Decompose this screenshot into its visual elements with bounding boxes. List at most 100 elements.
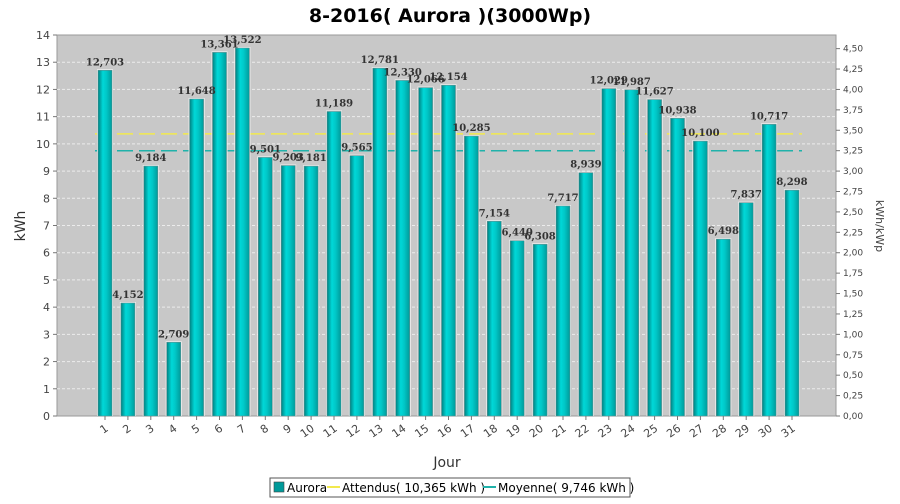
data-label: 11,987 (613, 77, 651, 88)
data-label: 7,837 (731, 190, 762, 201)
bar (166, 341, 181, 417)
y2-tick-label: 2,75 (843, 187, 863, 197)
x-tick-label: 27 (687, 422, 706, 441)
data-label: 12,781 (361, 55, 399, 66)
y2-tick-label: 4,00 (843, 85, 863, 95)
bar (395, 80, 411, 417)
data-label: 2,709 (158, 329, 189, 340)
y2-tick-label: 0,75 (843, 351, 863, 361)
data-label: 12,029 (590, 76, 628, 87)
bar (647, 99, 662, 417)
y2-tick-label: 4,50 (843, 45, 863, 55)
bar (257, 157, 273, 417)
x-tick-label: 5 (189, 422, 202, 437)
y-tick-label: 5 (43, 274, 50, 287)
bar (784, 189, 800, 417)
bar (235, 47, 250, 417)
bar (97, 69, 113, 417)
x-tick-label: 3 (143, 422, 156, 437)
bar (624, 89, 640, 417)
data-label: 10,285 (452, 123, 490, 134)
bar (280, 165, 296, 417)
bar (486, 221, 502, 417)
x-tick-label: 14 (389, 422, 408, 441)
y2-tick-label: 3,25 (843, 147, 863, 157)
y-tick-label: 13 (36, 56, 50, 69)
data-label: 9,184 (135, 153, 166, 164)
bar (120, 302, 136, 417)
x-tick-label: 31 (779, 422, 798, 441)
x-tick-label: 18 (481, 422, 500, 441)
x-tick-label: 20 (527, 422, 546, 441)
y2-tick-label: 1,00 (843, 330, 863, 340)
data-label: 11,627 (635, 87, 673, 98)
y-tick-label: 2 (43, 356, 50, 369)
x-tick-label: 28 (710, 422, 729, 441)
y2-tick-label: 3,00 (843, 167, 863, 177)
y-tick-label: 4 (43, 301, 50, 314)
data-label: 10,938 (658, 105, 696, 116)
bar (464, 135, 479, 417)
y-tick-label: 9 (43, 165, 50, 178)
data-label: 11,648 (177, 86, 215, 97)
x-tick-label: 30 (756, 422, 775, 441)
x-axis-title: Jour (432, 455, 461, 471)
data-label: 4,152 (112, 290, 143, 301)
y-tick-label: 11 (36, 111, 50, 124)
data-label: 7,154 (479, 208, 510, 219)
bar (303, 165, 319, 417)
bar (326, 111, 342, 417)
data-label: 8,298 (776, 177, 807, 188)
y2-tick-label: 1,75 (843, 269, 863, 279)
bar (212, 52, 227, 417)
y2-tick-label: 2,50 (843, 208, 863, 218)
chart-title: 8-2016( Aurora )(3000Wp) (309, 5, 591, 27)
y-tick-label: 8 (43, 192, 50, 205)
y2-tick-label: 1,50 (843, 290, 863, 300)
x-tick-label: 10 (298, 422, 317, 441)
data-label: 6,498 (708, 226, 739, 237)
data-label: 9,203 (273, 153, 304, 164)
bar (693, 140, 708, 417)
bar (418, 87, 433, 417)
y-tick-label: 6 (43, 247, 50, 260)
x-tick-label: 4 (166, 422, 179, 437)
y-tick-label: 10 (36, 138, 50, 151)
bar (372, 67, 388, 417)
bar (601, 88, 617, 417)
x-tick-label: 9 (281, 422, 294, 437)
x-tick-label: 25 (641, 422, 660, 441)
bar (441, 84, 456, 417)
x-tick-label: 8 (258, 422, 271, 437)
y2-tick-label: 3,50 (843, 126, 863, 136)
x-tick-label: 1 (98, 422, 111, 437)
y2-tick-label: 2,00 (843, 249, 863, 259)
data-label: 11,189 (315, 98, 353, 109)
data-label: 8,939 (570, 160, 601, 171)
x-tick-label: 19 (504, 422, 523, 441)
legend-label: Moyenne( 9,746 kWh ) (498, 481, 634, 495)
y-tick-label: 14 (36, 29, 50, 42)
bar (532, 244, 548, 417)
y2-tick-label: 0,25 (843, 392, 863, 402)
data-label: 7,717 (547, 193, 578, 204)
x-tick-label: 24 (618, 422, 637, 441)
legend-label: Aurora (287, 481, 327, 495)
x-tick-label: 22 (573, 422, 592, 441)
y-tick-label: 0 (43, 410, 50, 423)
x-tick-label: 7 (235, 422, 248, 437)
bar (715, 238, 731, 417)
y2-tick-label: 0,50 (843, 371, 863, 381)
bar (670, 118, 685, 417)
y-tick-label: 7 (43, 220, 50, 233)
data-label: 12,330 (384, 67, 422, 78)
y2-tick-label: 3,75 (843, 106, 863, 116)
x-tick-label: 17 (458, 422, 477, 441)
y2-tick-label: 1,25 (843, 310, 863, 320)
data-label: 12,703 (86, 57, 124, 68)
x-axis-ticks: 1 2 3 4 5 6 7 8 9 10 11 12 13 14 15 16 17 18 19 20 21 22 23 24 2… (98, 416, 798, 440)
